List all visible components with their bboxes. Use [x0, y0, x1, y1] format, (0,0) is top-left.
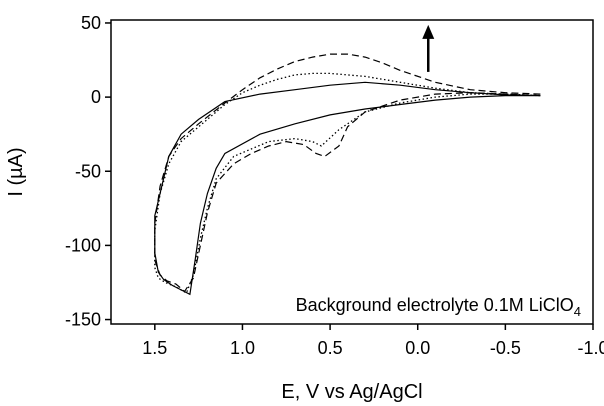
annotation-main-text: Background electrolyte 0.1M LiClO [296, 295, 574, 315]
series-line-dashed [154, 53, 541, 293]
increase-arrow-head [422, 24, 435, 39]
y-tick-label: -50 [75, 161, 101, 181]
y-tick-label: -100 [65, 235, 101, 255]
series-line-solid [154, 81, 541, 296]
x-tick-label: -1.0 [577, 338, 604, 358]
x-tick-label: 1.5 [142, 338, 167, 358]
y-tick-label: 50 [81, 13, 101, 33]
annotation-text: Background electrolyte 0.1M LiClO4 [296, 295, 581, 319]
x-tick-label: 0.5 [318, 338, 343, 358]
plot-area-frame [110, 19, 594, 325]
series-layer [154, 53, 541, 296]
y-tick-label: 0 [91, 87, 101, 107]
y-axis-label: I (µA) [5, 147, 27, 196]
x-axis-label: E, V vs Ag/AgCl [281, 381, 422, 403]
annotation-subscript: 4 [574, 304, 581, 319]
x-tick-label: 1.0 [230, 338, 255, 358]
x-tick-label: -0.5 [490, 338, 521, 358]
series-line-dotted [154, 72, 541, 294]
y-tick-label: -150 [65, 310, 101, 330]
tick-layer: 1.5 1.0 0.5 0.0 -0.5 -1.0 50 0 -50 -100 -150 [65, 13, 604, 358]
x-tick-label: 0.0 [405, 338, 430, 358]
